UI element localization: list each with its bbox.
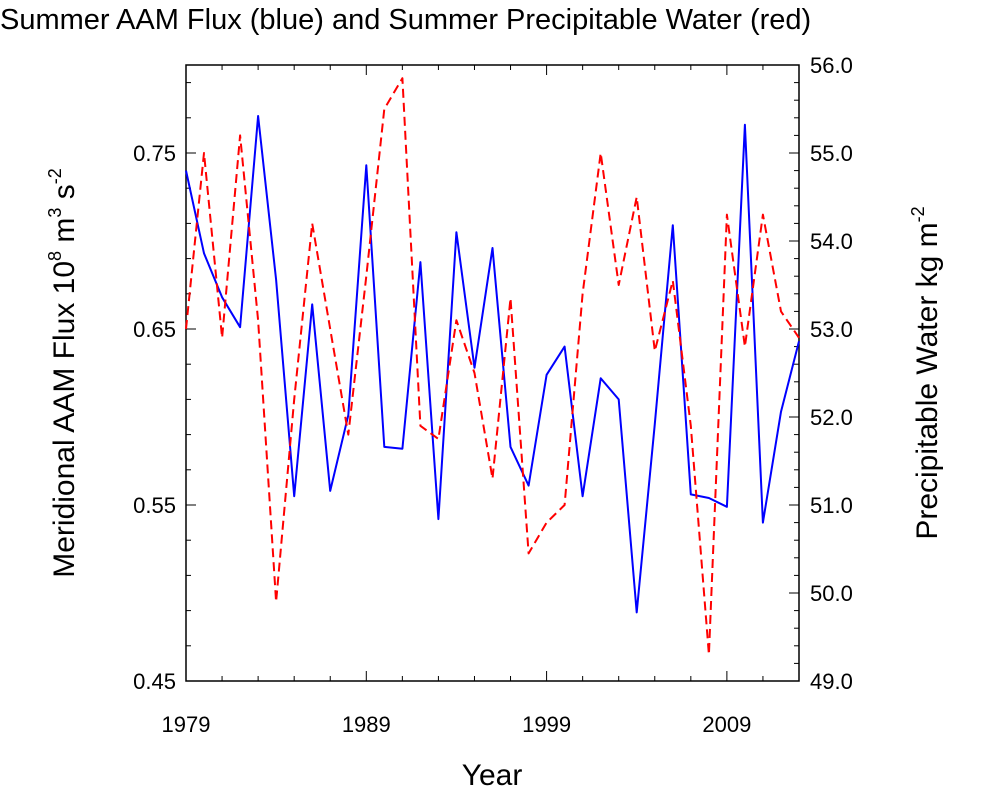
x-axis-tick-labels: 1979 1989 1999 2009 <box>162 712 752 737</box>
right-tick-label: 52.0 <box>810 405 853 430</box>
left-axis-label: Meridional AAM Flux 108 m3 s-2 <box>45 168 81 578</box>
right-tick-label: 54.0 <box>810 229 853 254</box>
bottom-axis-ticks <box>185 671 800 681</box>
x-tick-label: 1979 <box>162 712 211 737</box>
right-axis-tick-labels: 49.0 50.0 51.0 52.0 53.0 54.0 55.0 56.0 <box>810 53 853 694</box>
left-axis-label-sup3: -2 <box>45 168 65 184</box>
right-axis-label-main: Precipitable Water kg m <box>911 222 944 539</box>
right-tick-label: 50.0 <box>810 581 853 606</box>
left-axis-label-main: Meridional AAM Flux 10 <box>48 261 81 578</box>
left-axis-label-mid2: s <box>48 184 81 207</box>
left-axis-ticks <box>186 82 196 682</box>
top-axis-ticks <box>185 65 800 75</box>
aam-flux-line <box>185 115 800 614</box>
left-tick-label: 0.55 <box>133 493 176 518</box>
right-axis-label: Precipitable Water kg m-2 <box>908 206 944 539</box>
left-axis-label-sup2: 3 <box>45 208 65 218</box>
left-axis-label-sup1: 8 <box>45 251 65 261</box>
left-axis-tick-labels: 0.45 0.55 0.65 0.75 <box>133 141 176 694</box>
series-layer <box>185 77 800 656</box>
left-tick-label: 0.45 <box>133 669 176 694</box>
plot-area <box>185 64 800 682</box>
x-tick-label: 1989 <box>342 712 391 737</box>
left-axis-label-mid1: m <box>48 218 81 251</box>
plot-frame <box>185 64 800 682</box>
right-axis-label-sup: -2 <box>908 206 928 222</box>
precipitable-water-line <box>185 77 800 656</box>
x-tick-label: 2009 <box>702 712 751 737</box>
x-axis-label: Year <box>462 759 523 789</box>
left-tick-label: 0.75 <box>133 141 176 166</box>
right-tick-label: 51.0 <box>810 493 853 518</box>
right-tick-label: 56.0 <box>810 53 853 78</box>
right-tick-label: 49.0 <box>810 669 853 694</box>
chart-title: Summer AAM Flux (blue) and Summer Precip… <box>0 4 811 36</box>
right-tick-label: 55.0 <box>810 141 853 166</box>
x-tick-label: 1999 <box>522 712 571 737</box>
left-tick-label: 0.65 <box>133 317 176 342</box>
right-tick-label: 53.0 <box>810 317 853 342</box>
right-axis-ticks <box>789 64 799 682</box>
